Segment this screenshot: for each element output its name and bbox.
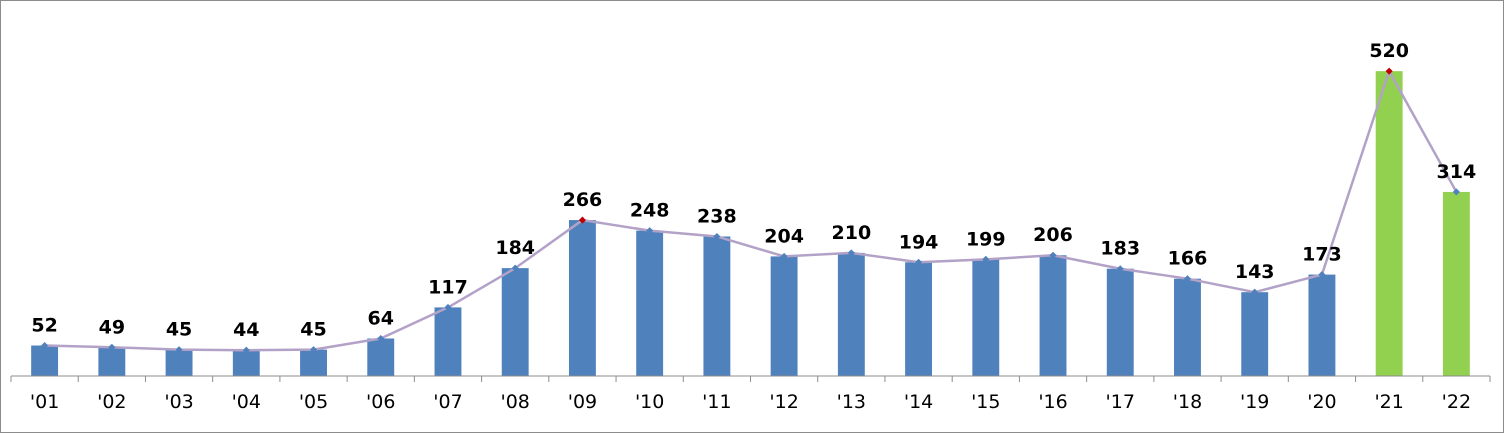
bar (1442, 191, 1470, 376)
bar (636, 230, 664, 376)
bar (501, 268, 529, 376)
bar (568, 220, 596, 376)
line-marker (41, 341, 49, 350)
line-marker (175, 346, 183, 354)
x-tick-label: '22 (1442, 391, 1471, 413)
data-label: 143 (1235, 261, 1275, 283)
x-tick-label: '09 (568, 391, 597, 413)
line-marker (377, 334, 385, 343)
x-tick-label: '07 (433, 391, 462, 413)
data-label: 64 (368, 307, 394, 329)
data-label: 44 (233, 319, 259, 341)
data-label: 52 (31, 315, 57, 337)
data-label: 166 (1168, 248, 1208, 270)
x-tick-label: '13 (837, 391, 866, 413)
bar (165, 349, 193, 376)
data-label: 45 (166, 319, 192, 341)
bar (837, 252, 865, 376)
line-marker (511, 264, 519, 272)
bar (1375, 71, 1403, 376)
data-label: 206 (1033, 224, 1073, 246)
x-tick-label: '11 (702, 391, 731, 413)
line-marker (108, 343, 116, 351)
bar (1039, 255, 1067, 376)
trend-line (44, 69, 1458, 352)
line-marker (309, 346, 318, 354)
line-marker (915, 258, 923, 266)
bar (905, 262, 933, 376)
x-tick-label: '20 (1307, 391, 1336, 413)
x-tick-label: '03 (164, 391, 193, 413)
bar (300, 349, 327, 376)
data-label: 45 (300, 319, 326, 341)
x-tick-label: '12 (769, 391, 798, 413)
bar (703, 236, 731, 376)
data-label: 314 (1437, 161, 1477, 183)
x-tick-label: '05 (299, 391, 328, 413)
bar (972, 259, 1000, 376)
x-tick-label: '04 (232, 391, 261, 413)
data-label: 199 (966, 228, 1006, 250)
x-tick-label: '15 (971, 391, 1000, 413)
bar (31, 345, 59, 376)
line-marker (847, 249, 855, 257)
x-tick-label: '18 (1173, 391, 1202, 413)
data-label: 520 (1369, 40, 1409, 62)
data-label: 238 (697, 205, 737, 227)
line-marker (713, 232, 721, 241)
data-label: 173 (1302, 244, 1342, 266)
x-tick-label: '02 (97, 391, 126, 413)
x-tick-label: '19 (1240, 391, 1269, 413)
value-labels-layer: 52 49 45 44 45 64 117 184 266 248 238 204 210 194 199 2… (31, 40, 1476, 341)
line-marker (444, 303, 452, 311)
data-label: 248 (630, 200, 670, 222)
data-label: 194 (899, 231, 939, 253)
x-tick-label: '08 (501, 391, 530, 413)
data-label: 183 (1100, 238, 1140, 260)
bar (232, 350, 260, 376)
bars-layer (31, 71, 1470, 376)
bar (434, 307, 462, 376)
bar (1174, 278, 1201, 376)
x-tick-label: '10 (635, 391, 664, 413)
bar (98, 347, 126, 376)
x-tick-label: '17 (1106, 391, 1135, 413)
line-marker (646, 227, 654, 235)
line-marker (242, 346, 250, 354)
x-tick-label: '21 (1374, 391, 1403, 413)
bar (1241, 292, 1269, 376)
bar (770, 256, 798, 376)
data-label: 49 (99, 316, 125, 338)
x-tick-label: '16 (1038, 391, 1067, 413)
x-tick-label: '01 (30, 391, 59, 413)
data-label: 117 (428, 276, 468, 298)
line-marker (780, 252, 788, 260)
line-marker (578, 216, 586, 224)
data-label: 204 (764, 225, 804, 247)
data-label: 210 (832, 222, 872, 244)
x-tick-label: '14 (904, 391, 933, 413)
bar (367, 338, 395, 376)
bar (1308, 274, 1336, 376)
x-tick-label: '06 (366, 391, 395, 413)
x-axis (10, 375, 1491, 382)
data-label: 266 (563, 189, 603, 211)
tick-labels-layer: '01 '02 '03 '04 '05 '06 '07 '08 '09 '10 '11 '12 '13 '… (30, 391, 1471, 413)
line-marker (982, 255, 990, 263)
data-label: 184 (495, 237, 535, 259)
bar (1106, 268, 1134, 376)
